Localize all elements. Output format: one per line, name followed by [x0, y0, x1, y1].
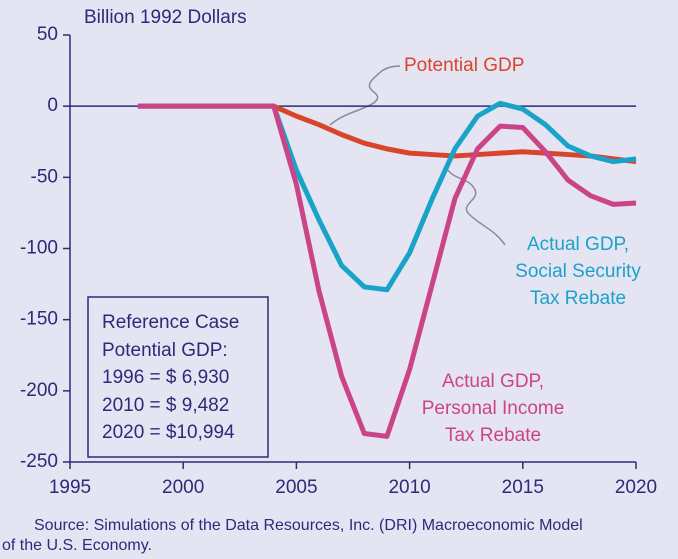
y-tick-label: -250 [20, 451, 58, 472]
box-text: 2010 = $ 9,482 [102, 395, 229, 416]
y-tick-label: 50 [37, 24, 58, 45]
x-tick-label: 2020 [615, 477, 657, 498]
series-label: Potential GDP [404, 55, 524, 76]
series-label: Actual GDP, [527, 234, 629, 255]
series-line [137, 103, 637, 165]
series-label: Tax Rebate [530, 288, 626, 309]
y-tick-label: -150 [20, 309, 58, 330]
y-axis-label: Billion 1992 Dollars [84, 7, 247, 28]
x-tick-label: 2005 [275, 477, 317, 498]
x-tick-label: 1995 [49, 477, 91, 498]
box-text: 2020 = $10,994 [102, 422, 235, 443]
series-line [137, 103, 637, 439]
x-tick-label: 2015 [502, 477, 544, 498]
y-tick-label: -100 [20, 238, 58, 259]
leader-line [447, 169, 506, 246]
y-tick-label: -50 [31, 166, 58, 187]
series-label: Actual GDP, [442, 371, 544, 392]
box-text: Potential GDP: [102, 340, 228, 361]
x-tick-label: 2000 [162, 477, 204, 498]
reference-box [87, 296, 269, 458]
y-tick-label: 0 [47, 95, 58, 116]
leader-line [329, 65, 401, 126]
series-label: Social Security [515, 261, 641, 282]
y-tick-label: -200 [20, 380, 58, 401]
series-label: Personal Income [422, 398, 565, 419]
box-text: Reference Case [102, 312, 239, 333]
box-text: 1996 = $ 6,930 [102, 367, 229, 388]
source: of the U.S. Economy. [2, 537, 152, 554]
x-tick-label: 2010 [388, 477, 430, 498]
series-label: Tax Rebate [445, 425, 541, 446]
source: Source: Simulations of the Data Resource… [34, 517, 583, 534]
